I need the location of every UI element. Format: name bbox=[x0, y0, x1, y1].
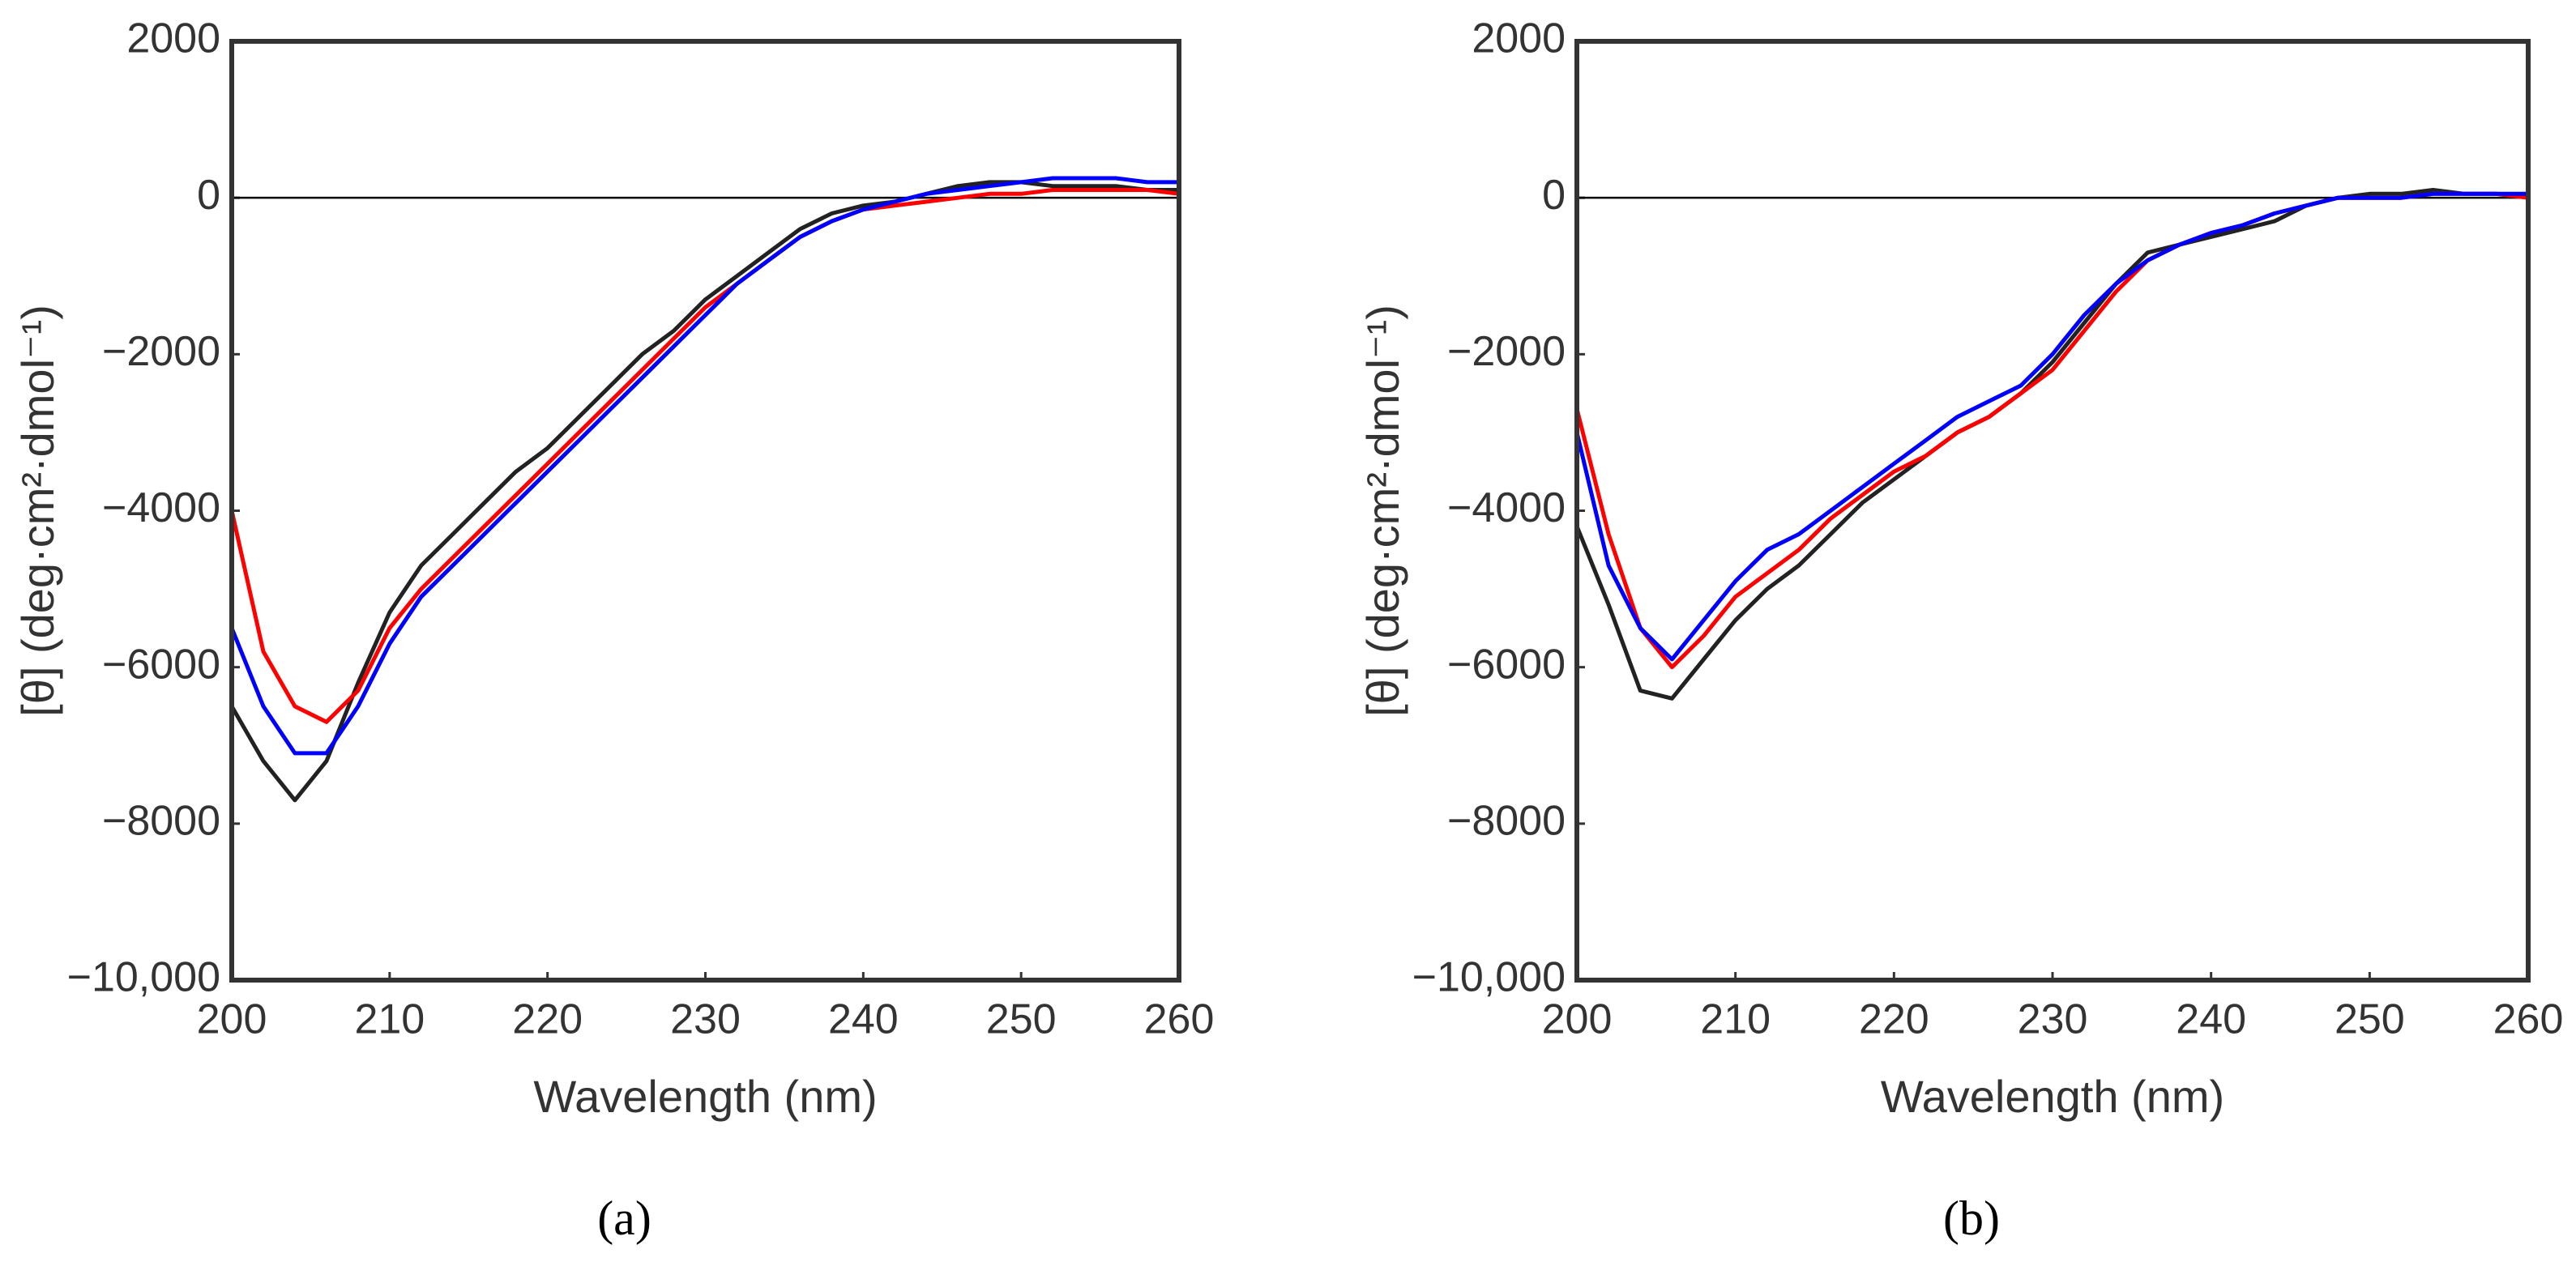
x-tick-label: 230 bbox=[670, 996, 741, 1043]
x-axis-label: Wavelength (nm) bbox=[533, 1071, 877, 1122]
y-tick-label: −2000 bbox=[1447, 328, 1566, 375]
x-tick-label: 260 bbox=[2493, 996, 2564, 1043]
y-axis-label: [θ] (deg·cm²·dmol⁻¹) bbox=[1357, 305, 1408, 717]
series-line bbox=[1574, 191, 2528, 662]
plot-frame bbox=[1574, 39, 2531, 983]
series-line bbox=[1574, 188, 2529, 701]
y-tick-label: −8000 bbox=[102, 798, 220, 845]
y-tick-label: 2000 bbox=[126, 15, 220, 62]
x-axis-label: Wavelength (nm) bbox=[1881, 1071, 2224, 1122]
x-tick-label: 230 bbox=[2018, 996, 2088, 1043]
y-tick-label: 0 bbox=[1542, 172, 1566, 219]
y-tick-label: 0 bbox=[197, 172, 220, 219]
x-tick-label: 250 bbox=[2335, 996, 2405, 1043]
x-tick-label: 220 bbox=[512, 996, 583, 1043]
caption: (a) bbox=[597, 1192, 651, 1245]
x-tick-label: 240 bbox=[828, 996, 899, 1043]
caption: (b) bbox=[1943, 1192, 2000, 1245]
x-tick-label: 220 bbox=[1859, 996, 1929, 1043]
x-tick-label: 200 bbox=[1542, 996, 1613, 1043]
y-tick-label: −4000 bbox=[1447, 484, 1566, 531]
series-line bbox=[229, 180, 1179, 803]
y-tick-label: −2000 bbox=[102, 328, 220, 375]
y-axis-label: [θ] (deg·cm²·dmol⁻¹) bbox=[12, 305, 63, 717]
plot-frame bbox=[229, 39, 1181, 983]
series-line bbox=[229, 188, 1180, 724]
series-line bbox=[1574, 191, 2529, 670]
x-tick-label: 200 bbox=[197, 996, 267, 1043]
x-tick-label: 250 bbox=[986, 996, 1057, 1043]
y-tick-label: −10,000 bbox=[67, 954, 220, 1001]
x-tick-label: 260 bbox=[1144, 996, 1215, 1043]
y-tick-label: 2000 bbox=[1472, 15, 1566, 62]
y-tick-label: −8000 bbox=[1447, 798, 1566, 845]
x-tick-label: 210 bbox=[354, 996, 425, 1043]
y-tick-label: −4000 bbox=[102, 484, 220, 531]
y-tick-label: −6000 bbox=[1447, 641, 1566, 688]
x-tick-label: 210 bbox=[1700, 996, 1771, 1043]
series-line bbox=[229, 176, 1179, 756]
y-tick-label: −6000 bbox=[102, 641, 220, 688]
y-tick-label: −10,000 bbox=[1412, 954, 1566, 1001]
x-tick-label: 240 bbox=[2176, 996, 2246, 1043]
